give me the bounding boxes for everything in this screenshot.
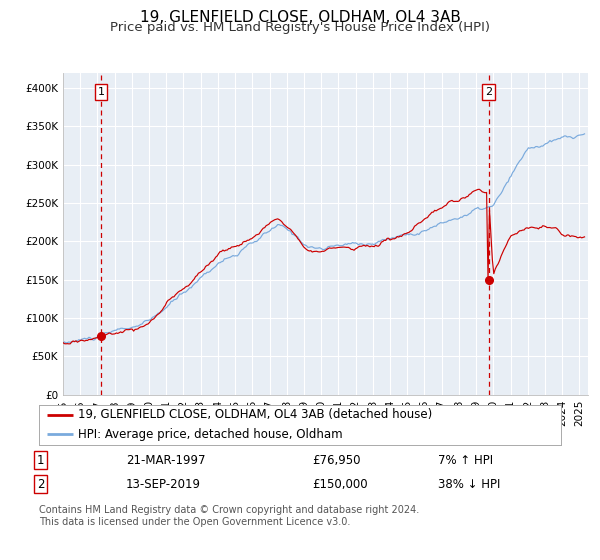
Text: 2: 2: [37, 478, 44, 491]
Text: 1: 1: [98, 87, 105, 97]
Text: £150,000: £150,000: [312, 478, 368, 491]
Text: 7% ↑ HPI: 7% ↑ HPI: [438, 454, 493, 467]
Text: 21-MAR-1997: 21-MAR-1997: [126, 454, 205, 467]
Text: 2: 2: [485, 87, 492, 97]
Text: 1: 1: [37, 454, 44, 467]
Text: HPI: Average price, detached house, Oldham: HPI: Average price, detached house, Oldh…: [78, 428, 343, 441]
Text: 19, GLENFIELD CLOSE, OLDHAM, OL4 3AB: 19, GLENFIELD CLOSE, OLDHAM, OL4 3AB: [140, 10, 460, 25]
Text: Price paid vs. HM Land Registry's House Price Index (HPI): Price paid vs. HM Land Registry's House …: [110, 21, 490, 34]
Text: 19, GLENFIELD CLOSE, OLDHAM, OL4 3AB (detached house): 19, GLENFIELD CLOSE, OLDHAM, OL4 3AB (de…: [78, 408, 433, 422]
Text: 38% ↓ HPI: 38% ↓ HPI: [438, 478, 500, 491]
Text: £76,950: £76,950: [312, 454, 361, 467]
Text: Contains HM Land Registry data © Crown copyright and database right 2024.
This d: Contains HM Land Registry data © Crown c…: [39, 505, 419, 527]
Text: 13-SEP-2019: 13-SEP-2019: [126, 478, 201, 491]
